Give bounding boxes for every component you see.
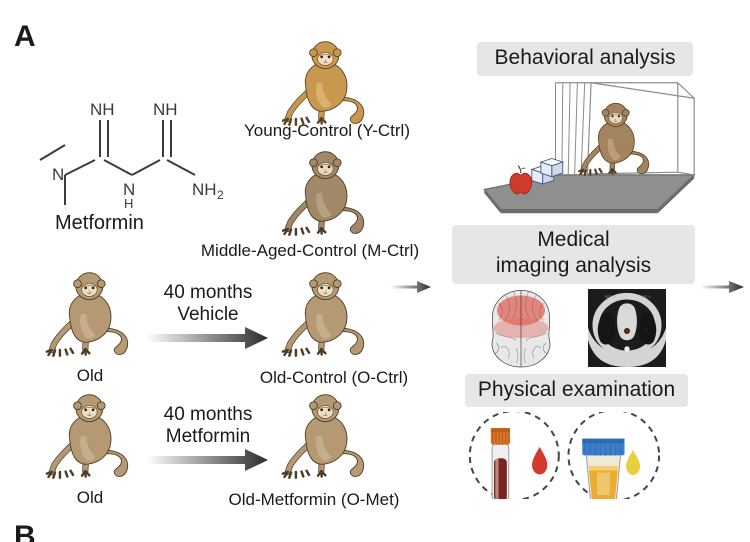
svg-text:NH: NH	[192, 180, 217, 199]
svg-text:NH: NH	[153, 100, 178, 119]
svg-text:NH: NH	[90, 100, 115, 119]
svg-text:H: H	[124, 196, 133, 211]
svg-text:2: 2	[217, 188, 224, 202]
svg-text:IMG: 1: IMG: 1	[641, 295, 651, 299]
svg-text:SER: 2: SER: 2	[605, 295, 616, 299]
svg-text:N: N	[52, 165, 64, 184]
